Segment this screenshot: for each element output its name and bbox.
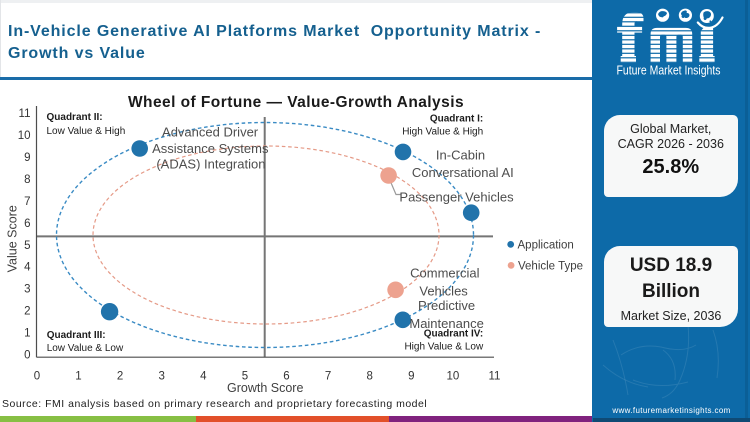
svg-text:9: 9 (24, 152, 30, 164)
svg-text:Quadrant I:: Quadrant I: (430, 113, 483, 124)
svg-text:Quadrant II:: Quadrant II: (47, 112, 103, 123)
svg-text:10: 10 (447, 371, 460, 383)
svg-text:6: 6 (24, 218, 30, 230)
svg-text:4: 4 (24, 262, 31, 274)
svg-text:Vehicle Type: Vehicle Type (518, 260, 583, 272)
svg-text:5: 5 (242, 371, 248, 383)
svg-text:0: 0 (24, 350, 30, 362)
svg-text:3: 3 (24, 284, 30, 296)
svg-text:Quadrant III:: Quadrant III: (47, 330, 106, 341)
svg-text:Commercial: Commercial (410, 265, 479, 280)
svg-text:Growth Score: Growth Score (227, 381, 303, 395)
svg-text:5: 5 (24, 240, 30, 252)
svg-text:9: 9 (408, 371, 414, 383)
svg-text:Assistance Systems: Assistance Systems (152, 141, 269, 156)
svg-text:(ADAS) Integration: (ADAS) Integration (156, 157, 265, 172)
svg-text:High Value & High: High Value & High (402, 127, 483, 138)
svg-text:High Value & Low: High Value & Low (404, 342, 484, 353)
svg-text:Maintenance: Maintenance (409, 316, 483, 331)
svg-text:In-Cabin: In-Cabin (436, 148, 485, 163)
svg-text:8: 8 (366, 371, 372, 383)
svg-text:Future Market Insights: Future Market Insights (617, 64, 721, 78)
svg-text:Wheel of Fortune — Value-Growt: Wheel of Fortune — Value-Growth Analysis (128, 94, 464, 111)
svg-text:2: 2 (24, 306, 30, 318)
svg-text:Low Value & Low: Low Value & Low (47, 343, 124, 354)
svg-text:2: 2 (117, 371, 123, 383)
svg-text:1: 1 (24, 328, 30, 340)
svg-text:Advanced Driver: Advanced Driver (162, 124, 259, 139)
svg-text:10: 10 (18, 130, 31, 142)
svg-text:Quadrant IV:: Quadrant IV: (424, 329, 483, 340)
svg-text:11: 11 (19, 108, 31, 120)
svg-text:4: 4 (200, 371, 207, 383)
svg-text:Vehicles: Vehicles (419, 283, 468, 298)
svg-text:8: 8 (24, 174, 30, 186)
svg-text:7: 7 (24, 196, 30, 208)
svg-text:Conversational AI: Conversational AI (412, 165, 514, 180)
svg-text:7: 7 (325, 371, 331, 383)
svg-text:3: 3 (158, 371, 164, 383)
svg-text:Passenger Vehicles: Passenger Vehicles (399, 189, 514, 204)
svg-text:Value Score: Value Score (6, 205, 20, 272)
svg-text:0: 0 (34, 371, 40, 383)
svg-text:11: 11 (489, 371, 501, 383)
svg-text:6: 6 (283, 371, 289, 383)
svg-text:1: 1 (75, 371, 81, 383)
svg-text:Predictive: Predictive (418, 298, 475, 313)
svg-text:Low Value & High: Low Value & High (47, 126, 126, 137)
svg-text:Application: Application (518, 239, 574, 251)
